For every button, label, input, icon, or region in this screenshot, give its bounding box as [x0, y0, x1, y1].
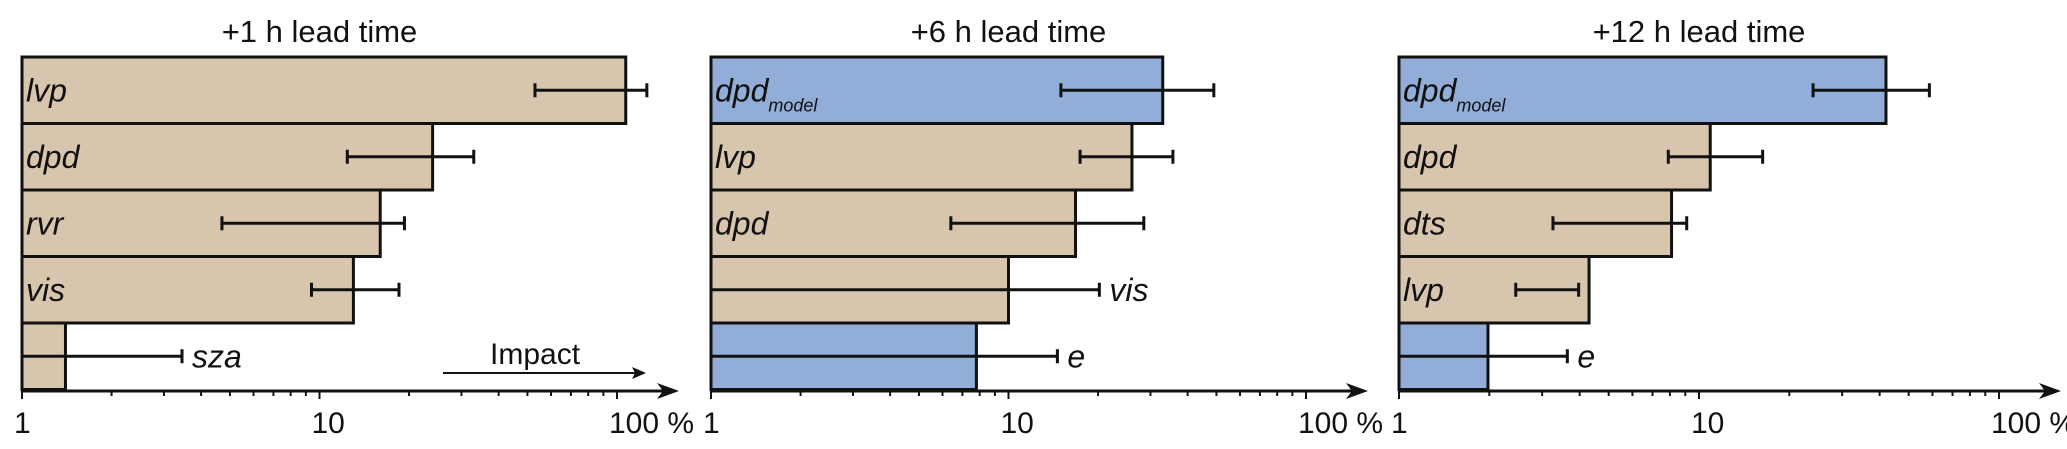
bar-label-subscript: model [1456, 95, 1506, 115]
bar-label-text: dpd [26, 139, 81, 175]
bar-label-text: lvp [715, 139, 756, 175]
bar-label-subscript: model [768, 95, 818, 115]
bar-label: vis [1109, 272, 1148, 308]
bar-label: lvp [715, 139, 756, 175]
x-tick-label: 100 % [609, 407, 694, 440]
x-axis-arrow [2039, 383, 2061, 399]
bar-label-text: lvp [26, 72, 67, 108]
x-tick-label: 10 [1001, 407, 1034, 440]
bar-label-text: dpd [715, 205, 770, 241]
x-tick-label: 10 [1691, 407, 1724, 440]
bar-label-text: sza [192, 338, 242, 374]
bar-label: e [1067, 338, 1085, 374]
bar-label: rvr [26, 205, 65, 241]
bar-label-text: dpd [715, 72, 770, 108]
impact-annotation: Impact [490, 338, 581, 371]
bar [20, 55, 628, 125]
bar-label: e [1577, 338, 1595, 374]
x-tick-label: 1 [1391, 407, 1408, 440]
x-tick-label: 100 % [1991, 407, 2067, 440]
bar-label-text: vis [1109, 272, 1148, 308]
bar [1397, 55, 1888, 125]
bar-label: sza [192, 338, 242, 374]
chart-title: +6 h lead time [911, 14, 1107, 49]
x-tick-label: 10 [312, 407, 345, 440]
bar-label: vis [26, 272, 65, 308]
bar-label-text: dts [1403, 205, 1446, 241]
bar [20, 255, 355, 325]
chart-title: +12 h lead time [1593, 14, 1806, 49]
bar-label-text: e [1067, 338, 1085, 374]
bar [709, 122, 1134, 192]
bar-label-text: vis [26, 272, 65, 308]
bar-label-text: dpd [1403, 139, 1458, 175]
bar-label: dpdmodel [715, 72, 818, 115]
x-tick-label: 1 [14, 407, 31, 440]
x-axis-arrow [657, 383, 679, 399]
bar-label-text: e [1577, 338, 1595, 374]
chart-panel-1: +1 h lead time lvp dpd rvr vis sza 1 10 100 % Imp… [14, 14, 694, 440]
bar [1397, 122, 1712, 192]
bar-label: lvp [26, 72, 67, 108]
bar-label: dts [1403, 205, 1446, 241]
chart-title: +1 h lead time [222, 14, 418, 49]
x-tick-label: 1 [703, 407, 720, 440]
bar-label: dpd [715, 205, 770, 241]
bar-label: lvp [1403, 272, 1444, 308]
bar-label-text: rvr [26, 205, 65, 241]
x-axis-arrow [1346, 383, 1368, 399]
impact-arrow-head [632, 367, 646, 379]
bar-label-text: lvp [1403, 272, 1444, 308]
x-tick-label: 100 % [1298, 407, 1383, 440]
bar-label: dpd [26, 139, 81, 175]
bar-label: dpdmodel [1403, 72, 1506, 115]
bar-label: dpd [1403, 139, 1458, 175]
bar-label-text: dpd [1403, 72, 1458, 108]
